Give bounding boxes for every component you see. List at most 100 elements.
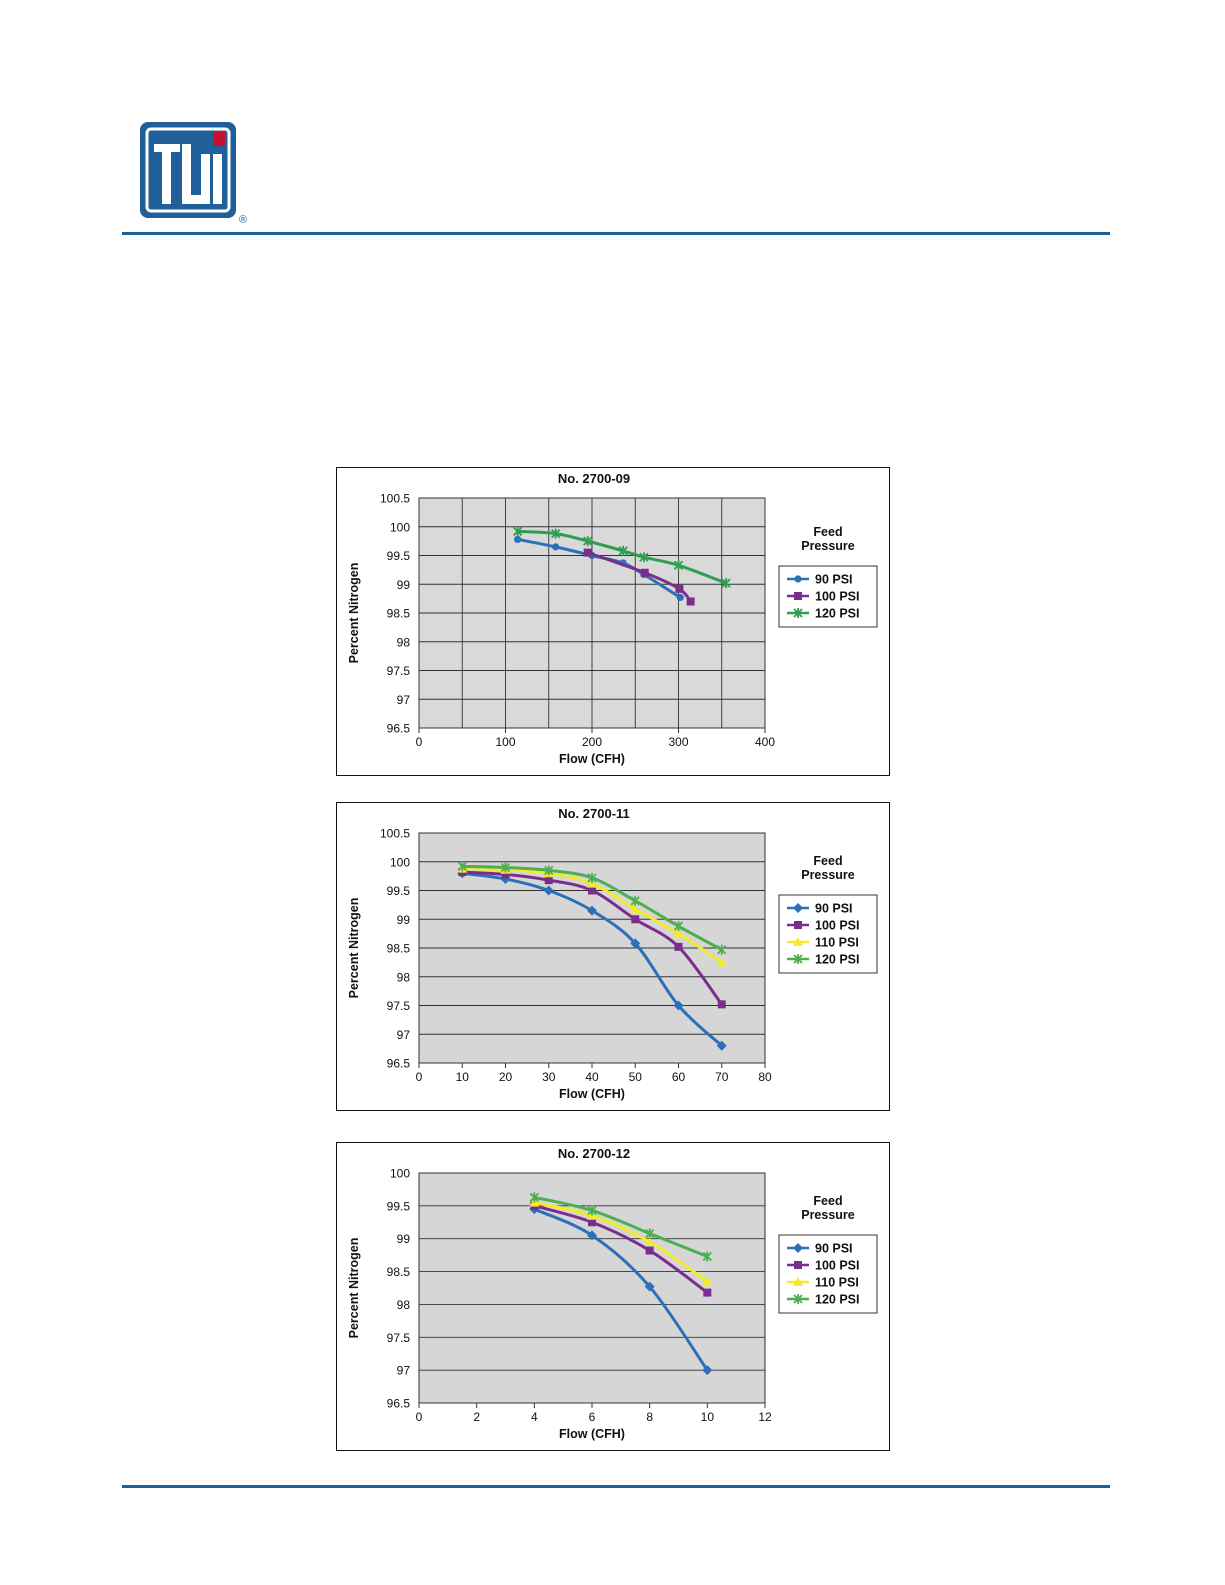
chart2-series-line bbox=[533, 1201, 709, 1283]
chart0-ytick-label: 98.5 bbox=[387, 607, 411, 621]
chart0-legend-item-1: 100 PSI bbox=[787, 590, 859, 604]
chart0-data-point bbox=[512, 526, 523, 537]
chart1-data-point bbox=[630, 895, 640, 906]
chart1-ytick-label: 99 bbox=[397, 913, 411, 927]
chart2-ytick-label: 99 bbox=[397, 1232, 411, 1246]
chart2-legend-marker bbox=[793, 1277, 803, 1286]
chart1-legend-item-1: 100 PSI bbox=[787, 919, 859, 933]
chart2-legend-item-0: 90 PSI bbox=[787, 1242, 853, 1256]
chart-2700-11: No. 2700-11 96.5 97 97.5 98 98.5 99 99.5 100 100.… bbox=[336, 802, 890, 1111]
chart0-ytick-label: 97 bbox=[397, 693, 411, 707]
chart0-series-2 bbox=[512, 526, 731, 589]
chart0-data-point bbox=[686, 597, 695, 606]
chart0-data-point bbox=[514, 535, 522, 543]
chart0-series-line bbox=[587, 551, 692, 603]
chart0-data-point bbox=[551, 528, 561, 539]
chart2-legend-marker bbox=[793, 1243, 803, 1253]
chart1-xtick-label: 70 bbox=[715, 1070, 729, 1084]
chart1-data-point bbox=[500, 862, 511, 873]
chart0-data-point bbox=[552, 543, 560, 551]
chart1-legend-marker bbox=[793, 903, 803, 913]
chart1-legend-label: 120 PSI bbox=[815, 953, 859, 967]
chart0-xlabel: Flow (CFH) bbox=[559, 752, 625, 766]
chart1-legend-marker bbox=[793, 937, 803, 946]
chart0-data-point bbox=[640, 568, 649, 577]
chart-2700-09-svg: No. 2700-09 96.5 97 97.5 98 98.5 99 99.5 100 100.… bbox=[347, 471, 878, 766]
chart0-ytick-label: 99 bbox=[397, 578, 411, 592]
chart2-ytick-label: 97 bbox=[397, 1364, 411, 1378]
chart1-data-point bbox=[630, 938, 641, 949]
chart0-legend-marker bbox=[794, 592, 802, 600]
chart0-xtick-label: 100 bbox=[495, 735, 515, 749]
chart2-series-line bbox=[533, 1195, 708, 1258]
chart0-xtick-label: 0 bbox=[416, 735, 423, 749]
chart1-series-3 bbox=[457, 861, 727, 955]
chart2-ytick-label: 99.5 bbox=[387, 1199, 411, 1213]
chart0-ylabel: Percent Nitrogen bbox=[347, 563, 361, 664]
chart1-legend-label: 110 PSI bbox=[815, 936, 859, 950]
chart1-data-point bbox=[673, 928, 684, 938]
chart0-ytick-label: 97.5 bbox=[387, 664, 411, 678]
chart2-legend-label: 110 PSI bbox=[815, 1276, 859, 1290]
chart1-xlabel: Flow (CFH) bbox=[559, 1087, 625, 1101]
chart2-legend-item-2: 110 PSI bbox=[787, 1276, 859, 1290]
chart2-legend-marker bbox=[793, 1294, 803, 1304]
chart-2700-11-svg: No. 2700-1196.59797.59898.59999.5100100.… bbox=[347, 806, 878, 1101]
chart0-series-1 bbox=[583, 548, 695, 606]
chart1-data-point bbox=[717, 944, 727, 955]
chart0-data-point bbox=[676, 593, 684, 602]
chart2-legend-item-3: 120 PSI bbox=[787, 1293, 859, 1307]
chart1-data-point bbox=[543, 885, 554, 896]
chart0-xtick-label: 300 bbox=[668, 735, 688, 749]
chart2-ytick-label: 98 bbox=[397, 1298, 411, 1312]
chart0-xtick-label: 400 bbox=[755, 735, 775, 749]
chart1-legend-marker bbox=[794, 921, 802, 929]
chart2-data-point bbox=[644, 1237, 655, 1246]
chart0-ytick-label: 100.5 bbox=[380, 492, 410, 506]
chart2-data-point bbox=[587, 1230, 597, 1241]
chart0-legend-marker bbox=[794, 575, 802, 583]
chart2-ytick-label: 98.5 bbox=[387, 1265, 411, 1279]
chart0-data-point bbox=[583, 548, 592, 557]
chart1-legend-item-3: 120 PSI bbox=[787, 953, 859, 967]
chart2-title: No. 2700-12 bbox=[558, 1146, 630, 1161]
chart-2700-12-svg: No. 2700-12 96.5 97 97.5 98 98.5 99 99.5 100 0 2 4 6… bbox=[347, 1146, 878, 1441]
chart2-xtick-label: 6 bbox=[589, 1410, 596, 1424]
chart1-xtick-label: 50 bbox=[629, 1070, 643, 1084]
chart2-xtick-label: 0 bbox=[416, 1410, 423, 1424]
chart0-legend-title: Feed bbox=[813, 525, 842, 539]
chart2-data-point bbox=[644, 1281, 655, 1292]
chart1-ytick-label: 98 bbox=[397, 970, 411, 984]
chart1-data-point bbox=[631, 915, 640, 924]
chart0-data-point bbox=[721, 578, 731, 589]
chart1-legend-label: 100 PSI bbox=[815, 919, 859, 933]
chart2-xtick-label: 8 bbox=[646, 1410, 653, 1424]
chart1-legend-title: Feed bbox=[813, 854, 842, 868]
chart0-xtick-label: 200 bbox=[582, 735, 602, 749]
chart2-series-line bbox=[533, 1204, 709, 1294]
chart0-legend-item-2: 120 PSI bbox=[787, 607, 859, 621]
chart2-ytick-label: 96.5 bbox=[387, 1397, 411, 1411]
chart1-legend-item-2: 110 PSI bbox=[787, 936, 859, 950]
chart2-legend-marker bbox=[794, 1261, 802, 1269]
chart1-xtick-label: 80 bbox=[758, 1070, 772, 1084]
chart1-data-point bbox=[673, 1000, 684, 1011]
chart0-ytick-label: 98 bbox=[397, 635, 411, 649]
chart1-data-point bbox=[716, 1040, 727, 1051]
chart0-title: No. 2700-09 bbox=[558, 471, 630, 486]
chart1-ytick-label: 100.5 bbox=[380, 827, 410, 841]
chart0-legend-marker bbox=[793, 608, 803, 618]
chart0-data-point bbox=[583, 536, 593, 547]
chart1-data-point bbox=[674, 942, 683, 951]
chart2-data-point bbox=[645, 1228, 655, 1239]
chart1-xtick-label: 30 bbox=[542, 1070, 556, 1084]
chart0-data-point bbox=[618, 545, 628, 556]
chart1-title: No. 2700-11 bbox=[558, 806, 630, 821]
chart2-ylabel: Percent Nitrogen bbox=[347, 1238, 361, 1339]
chart0-data-point bbox=[673, 560, 684, 571]
chart1-ytick-label: 97 bbox=[397, 1028, 411, 1042]
chart2-ytick-label: 100 bbox=[390, 1167, 410, 1181]
chart1-xtick-label: 0 bbox=[416, 1070, 423, 1084]
chart1-legend-marker bbox=[793, 954, 803, 964]
chart1-data-point bbox=[457, 861, 467, 872]
